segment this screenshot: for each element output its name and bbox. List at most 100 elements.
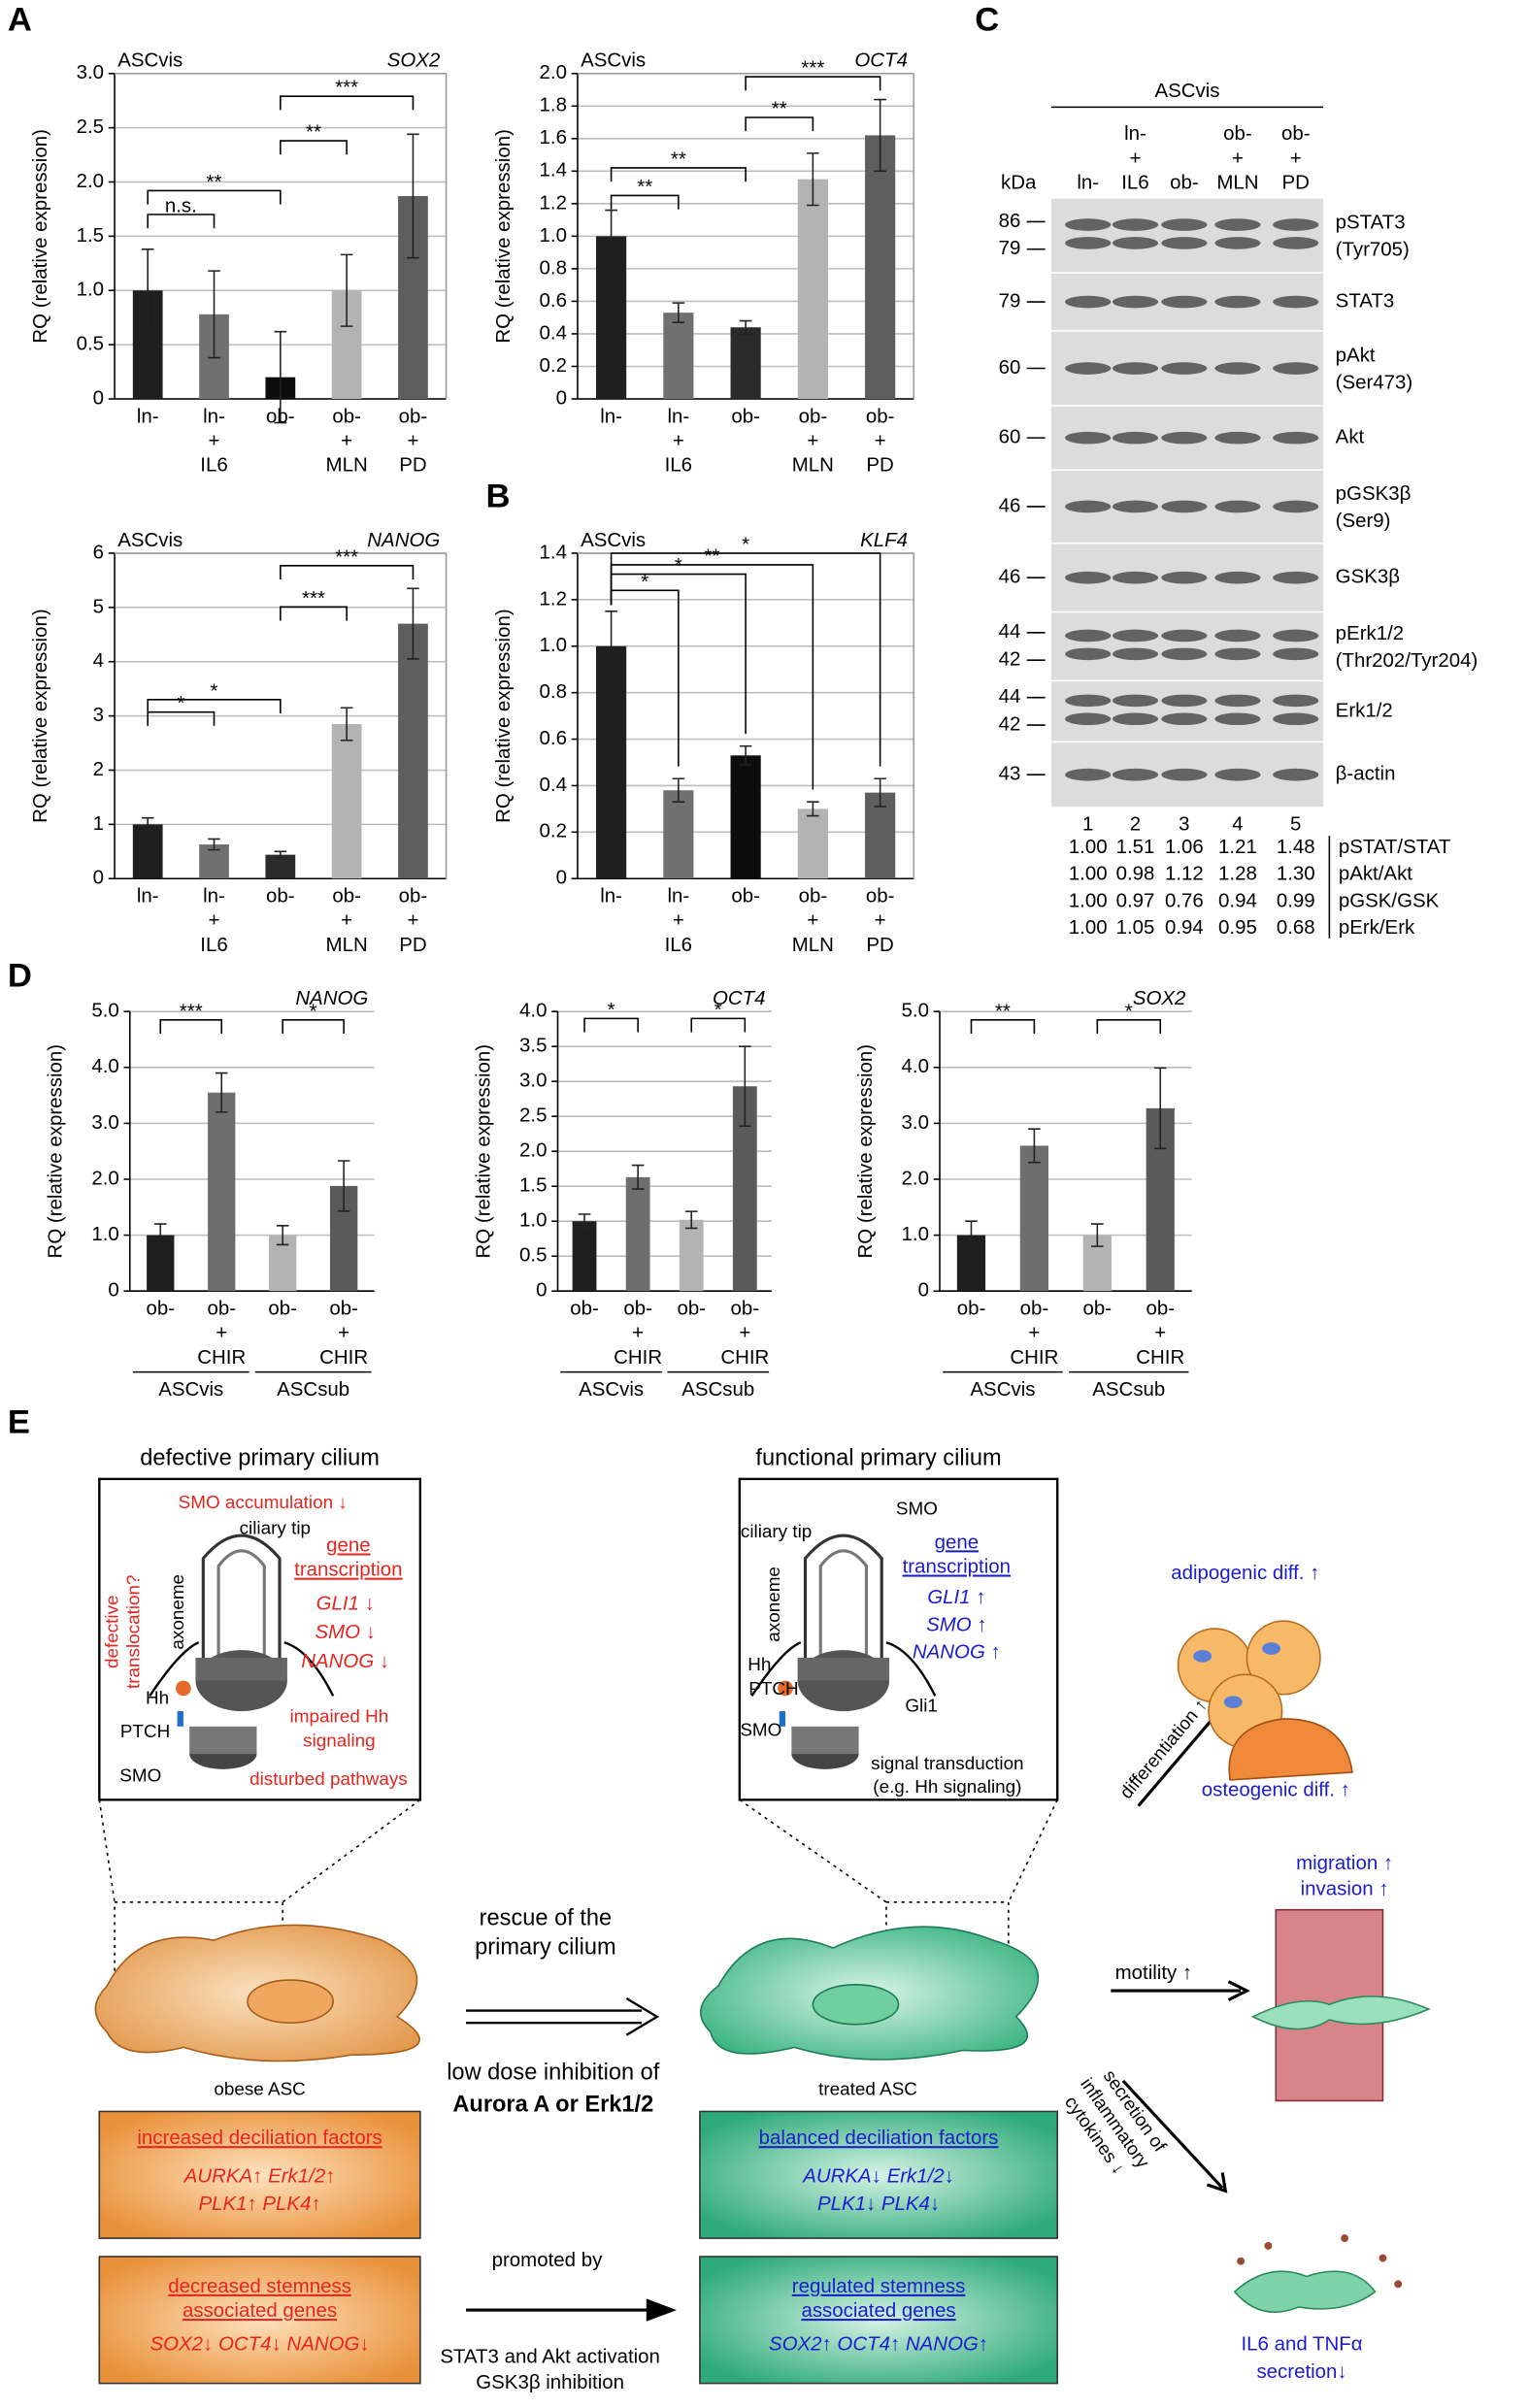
blot-title: ASCvis xyxy=(1154,80,1219,102)
protein-label: β-actin xyxy=(1336,763,1396,785)
blot-band xyxy=(1273,694,1319,708)
label: PLK1↑ PLK4↑ xyxy=(198,2193,320,2215)
blot-band xyxy=(1214,694,1261,708)
y-tick-label: 0 xyxy=(556,867,567,889)
x-tick-label: + xyxy=(673,909,684,932)
ratio-value: 1.00 xyxy=(1069,836,1108,858)
y-tick-label: 3.0 xyxy=(519,1070,547,1092)
x-tick-label: + xyxy=(407,909,418,932)
hh-ligand xyxy=(778,1680,793,1697)
x-tick-label: + xyxy=(1154,1322,1166,1344)
blot-band xyxy=(1273,431,1319,445)
y-axis-label: RQ (relative expression) xyxy=(492,609,515,823)
ratio-label: pAkt/Akt xyxy=(1339,863,1412,885)
kda-marker: 60 xyxy=(999,426,1021,448)
x-tick-label: CHIR xyxy=(197,1346,246,1369)
nucleus xyxy=(247,1979,334,2024)
x-tick-label: ob- xyxy=(399,405,428,427)
x-tick-label: ob- xyxy=(799,405,828,427)
x-tick-label: ln- xyxy=(600,885,622,907)
y-tick-label: 3 xyxy=(93,704,104,726)
ratio-value: 1.21 xyxy=(1218,836,1257,858)
protein-label: pSTAT3 xyxy=(1336,211,1406,233)
zoom-box xyxy=(98,1477,422,1801)
ratio-label: pSTAT/STAT xyxy=(1339,836,1451,858)
label: secretion↓ xyxy=(1256,2360,1346,2383)
y-tick-label: 3.0 xyxy=(91,1111,118,1134)
label: balanced deciliation factors xyxy=(759,2127,999,2149)
ratio-value: 1.00 xyxy=(1069,916,1108,939)
significance-bracket xyxy=(610,167,747,182)
label: transcription xyxy=(903,1556,1011,1578)
x-tick-label: MLN xyxy=(792,454,834,477)
x-tick-label: + xyxy=(341,429,352,451)
x-tick-label: ob- xyxy=(731,885,760,907)
migrating-cell xyxy=(1250,1996,1431,2030)
label: gene xyxy=(935,1531,980,1553)
significance-label: *** xyxy=(180,1000,203,1022)
error-bar xyxy=(274,330,287,424)
label: increased deciliation factors xyxy=(137,2127,382,2149)
ratio-value: 1.06 xyxy=(1165,836,1204,858)
kda-marker: 42 xyxy=(999,712,1021,735)
ratio-value: 1.05 xyxy=(1116,916,1155,939)
protein-label: (Thr202/Tyr204) xyxy=(1336,649,1478,672)
y-tick-label: 0.2 xyxy=(540,354,567,377)
y-tick-label: 0.6 xyxy=(540,727,567,749)
chart-title: SOX2 xyxy=(1133,987,1186,1009)
blot-strip xyxy=(1050,198,1324,273)
adipocyte-nucleus xyxy=(1262,1642,1281,1655)
x-tick-label: CHIR xyxy=(319,1346,368,1369)
error-bar xyxy=(407,133,419,259)
y-tick-label: 3.0 xyxy=(77,61,104,83)
x-tick-label: ln- xyxy=(137,885,159,907)
x-tick-label: ob- xyxy=(266,885,295,907)
x-tick-label: ob- xyxy=(1146,1298,1175,1320)
y-tick-label: 1.5 xyxy=(77,224,104,247)
x-tick-label: CHIR xyxy=(720,1346,769,1369)
blot-band xyxy=(1065,571,1112,584)
significance-label: * xyxy=(714,999,722,1021)
y-tick-label: 1.5 xyxy=(519,1174,547,1197)
panel-label: B xyxy=(486,478,511,514)
x-tick-label: ob- xyxy=(866,885,895,907)
blot-band xyxy=(1112,237,1159,249)
lane-label: IL6 xyxy=(1121,171,1148,193)
bar xyxy=(132,824,163,879)
bar xyxy=(572,1221,597,1292)
label: differentiation ↑ xyxy=(1116,1695,1212,1802)
y-tick-label: 5.0 xyxy=(91,1000,118,1022)
label: axoneme xyxy=(168,1574,188,1650)
adipocyte-nucleus xyxy=(1193,1650,1212,1663)
label: SMO accumulation ↓ xyxy=(179,1493,348,1513)
ratio-value: 1.12 xyxy=(1165,863,1204,885)
blot-strip xyxy=(1050,681,1324,742)
cytokine xyxy=(1264,2242,1273,2250)
significance-bracket xyxy=(610,194,680,210)
label: decreased stemness xyxy=(168,2275,351,2297)
x-tick-label: PD xyxy=(866,454,893,477)
smo-receptor xyxy=(177,1711,183,1727)
y-tick-label: 1.4 xyxy=(540,159,567,181)
label: SMO ↑ xyxy=(926,1613,987,1635)
blot-band xyxy=(1112,431,1159,445)
membrane xyxy=(149,1641,335,1697)
blot-band xyxy=(1161,647,1208,661)
y-tick-label: 0.5 xyxy=(77,333,104,355)
section-title: functional primary cilium xyxy=(755,1446,1001,1471)
label: Hh xyxy=(146,1688,169,1708)
blot-band xyxy=(1214,431,1261,445)
ratio-value: 1.00 xyxy=(1069,889,1108,911)
y-tick-label: 1.0 xyxy=(540,634,567,656)
x-tick-label: + xyxy=(1028,1322,1040,1344)
y-tick-label: 0 xyxy=(108,1279,118,1302)
ratio-label: pErk/Erk xyxy=(1339,916,1415,939)
y-tick-label: 2 xyxy=(93,758,104,780)
label: rescue of the xyxy=(480,1905,613,1930)
blot-band xyxy=(1273,571,1319,584)
label: treated ASC xyxy=(818,2079,917,2099)
blot-band xyxy=(1161,237,1208,249)
kda-marker: 44 xyxy=(999,685,1021,708)
cytokine xyxy=(1379,2254,1387,2262)
error-bar xyxy=(208,270,220,359)
